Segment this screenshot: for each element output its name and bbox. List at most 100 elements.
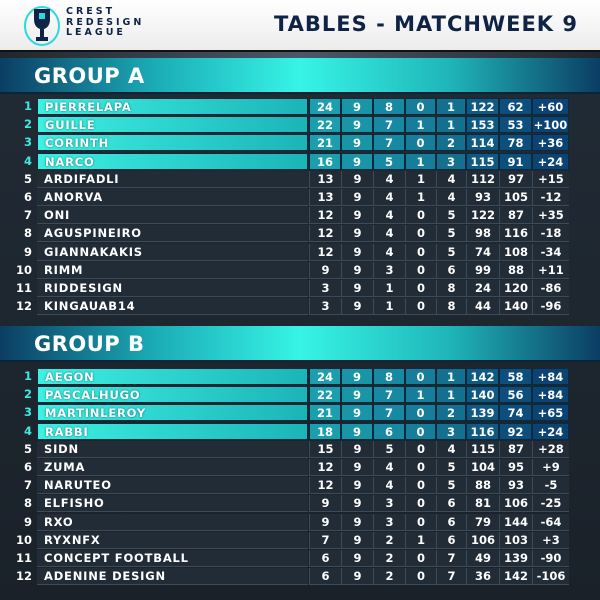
table-row: 8 AGUSPINEIRO 12 9 4 0 5 98 116 -18 bbox=[0, 225, 600, 243]
drawn-cell: 0 bbox=[405, 134, 436, 152]
lost-cell: 5 bbox=[436, 243, 466, 261]
position: 7 bbox=[23, 208, 32, 223]
won-cell: 5 bbox=[373, 152, 405, 170]
goals-against-cell: 53 bbox=[499, 116, 532, 134]
points-cell: 3 bbox=[309, 280, 341, 297]
team-name: ADENINE DESIGN bbox=[37, 568, 308, 586]
table-row: 4 NARCO 16 9 5 1 3 115 91 +24 bbox=[0, 152, 600, 170]
lost-cell: 2 bbox=[436, 404, 466, 422]
goals-against-cell: 78 bbox=[499, 134, 532, 152]
team-name: RXO bbox=[37, 513, 308, 531]
played-cell: 9 bbox=[341, 189, 373, 206]
team-name: ZUMA bbox=[37, 459, 308, 476]
goals-against-cell: 74 bbox=[499, 404, 532, 422]
won-cell: 3 bbox=[373, 495, 405, 513]
drawn-cell: 1 bbox=[405, 189, 436, 206]
goals-against-cell: 92 bbox=[499, 422, 532, 440]
team-name: ARDIFADLI bbox=[37, 170, 308, 188]
table-row: 8 ELFISHO 9 9 3 0 6 81 106 -25 bbox=[0, 495, 600, 513]
position: 12 bbox=[15, 569, 32, 584]
goals-for-cell: 112 bbox=[466, 170, 499, 188]
goal-difference-cell: -34 bbox=[532, 243, 569, 261]
won-cell: 7 bbox=[373, 404, 405, 422]
points-cell: 12 bbox=[309, 207, 341, 225]
team-name: RIMM bbox=[37, 261, 308, 279]
position: 3 bbox=[23, 405, 32, 420]
played-cell: 9 bbox=[341, 422, 373, 440]
points-cell: 12 bbox=[309, 243, 341, 261]
goal-difference-cell: +84 bbox=[532, 368, 569, 385]
played-cell: 9 bbox=[341, 513, 373, 531]
table-row: 5 SIDN 15 9 5 0 4 115 87 +28 bbox=[0, 440, 600, 458]
goal-difference-cell: -86 bbox=[532, 280, 569, 297]
played-cell: 9 bbox=[341, 243, 373, 261]
team-name: NARCO bbox=[37, 152, 308, 170]
goals-for-cell: 116 bbox=[466, 422, 499, 440]
played-cell: 9 bbox=[341, 207, 373, 225]
goals-for-cell: 81 bbox=[466, 495, 499, 513]
drawn-cell: 1 bbox=[405, 386, 436, 404]
drawn-cell: 0 bbox=[405, 440, 436, 458]
won-cell: 4 bbox=[373, 225, 405, 243]
lost-cell: 7 bbox=[436, 568, 466, 586]
played-cell: 9 bbox=[341, 386, 373, 404]
drawn-cell: 1 bbox=[405, 531, 436, 549]
drawn-cell: 0 bbox=[405, 404, 436, 422]
table-row: 10 RIMM 9 9 3 0 6 99 88 +11 bbox=[0, 261, 600, 279]
lost-cell: 2 bbox=[436, 134, 466, 152]
goal-difference-cell: -64 bbox=[532, 513, 569, 531]
played-cell: 9 bbox=[341, 495, 373, 513]
group-a-header: GROUP A bbox=[0, 58, 600, 94]
position: 11 bbox=[15, 281, 32, 295]
divider bbox=[0, 50, 600, 58]
goals-against-cell: 87 bbox=[499, 207, 532, 225]
points-cell: 9 bbox=[309, 495, 341, 513]
table-row: 12 KINGAUAB14 3 9 1 0 8 44 140 -96 bbox=[0, 298, 600, 316]
goals-for-cell: 99 bbox=[466, 261, 499, 279]
goal-difference-cell: -96 bbox=[532, 298, 569, 316]
goal-difference-cell: +11 bbox=[532, 261, 569, 279]
team-name: ONI bbox=[37, 207, 308, 225]
played-cell: 9 bbox=[341, 298, 373, 316]
team-name: AEGON bbox=[37, 368, 308, 385]
team-name: KINGAUAB14 bbox=[37, 298, 308, 316]
table-row: 9 RXO 9 9 3 0 6 79 144 -64 bbox=[0, 513, 600, 531]
position: 12 bbox=[15, 299, 32, 314]
points-cell: 15 bbox=[309, 440, 341, 458]
position: 3 bbox=[23, 135, 32, 150]
position: 10 bbox=[15, 262, 32, 277]
played-cell: 9 bbox=[341, 477, 373, 495]
lost-cell: 6 bbox=[436, 531, 466, 549]
goals-against-cell: 139 bbox=[499, 550, 532, 567]
goals-against-cell: 106 bbox=[499, 495, 532, 513]
table-row: 7 NARUTEO 12 9 4 0 5 88 93 -5 bbox=[0, 477, 600, 495]
goals-for-cell: 49 bbox=[466, 550, 499, 567]
goals-for-cell: 79 bbox=[466, 513, 499, 531]
table-row: 1 AEGON 24 9 8 0 1 142 58 +84 bbox=[0, 368, 600, 385]
points-cell: 13 bbox=[309, 189, 341, 206]
goals-for-cell: 106 bbox=[466, 531, 499, 549]
points-cell: 18 bbox=[309, 422, 341, 440]
won-cell: 7 bbox=[373, 116, 405, 134]
goals-for-cell: 104 bbox=[466, 459, 499, 476]
lost-cell: 3 bbox=[436, 422, 466, 440]
table-row: 11 CONCEPT FOOTBALL 6 9 2 0 7 49 139 -90 bbox=[0, 550, 600, 567]
group-b-header: GROUP B bbox=[0, 326, 600, 362]
won-cell: 1 bbox=[373, 280, 405, 297]
table-row: 11 RIDDESIGN 3 9 1 0 8 24 120 -86 bbox=[0, 280, 600, 297]
goals-for-cell: 44 bbox=[466, 298, 499, 316]
played-cell: 9 bbox=[341, 550, 373, 567]
points-cell: 21 bbox=[309, 134, 341, 152]
team-name: ANORVA bbox=[37, 189, 308, 206]
team-name: GUILLE bbox=[37, 116, 308, 134]
played-cell: 9 bbox=[341, 116, 373, 134]
team-name: CORINTH bbox=[37, 134, 308, 152]
position: 8 bbox=[23, 496, 32, 511]
won-cell: 4 bbox=[373, 477, 405, 495]
goals-against-cell: 93 bbox=[499, 477, 532, 495]
lost-cell: 5 bbox=[436, 207, 466, 225]
position: 7 bbox=[23, 478, 32, 493]
drawn-cell: 1 bbox=[405, 170, 436, 188]
position: 1 bbox=[23, 99, 32, 113]
points-cell: 12 bbox=[309, 459, 341, 476]
